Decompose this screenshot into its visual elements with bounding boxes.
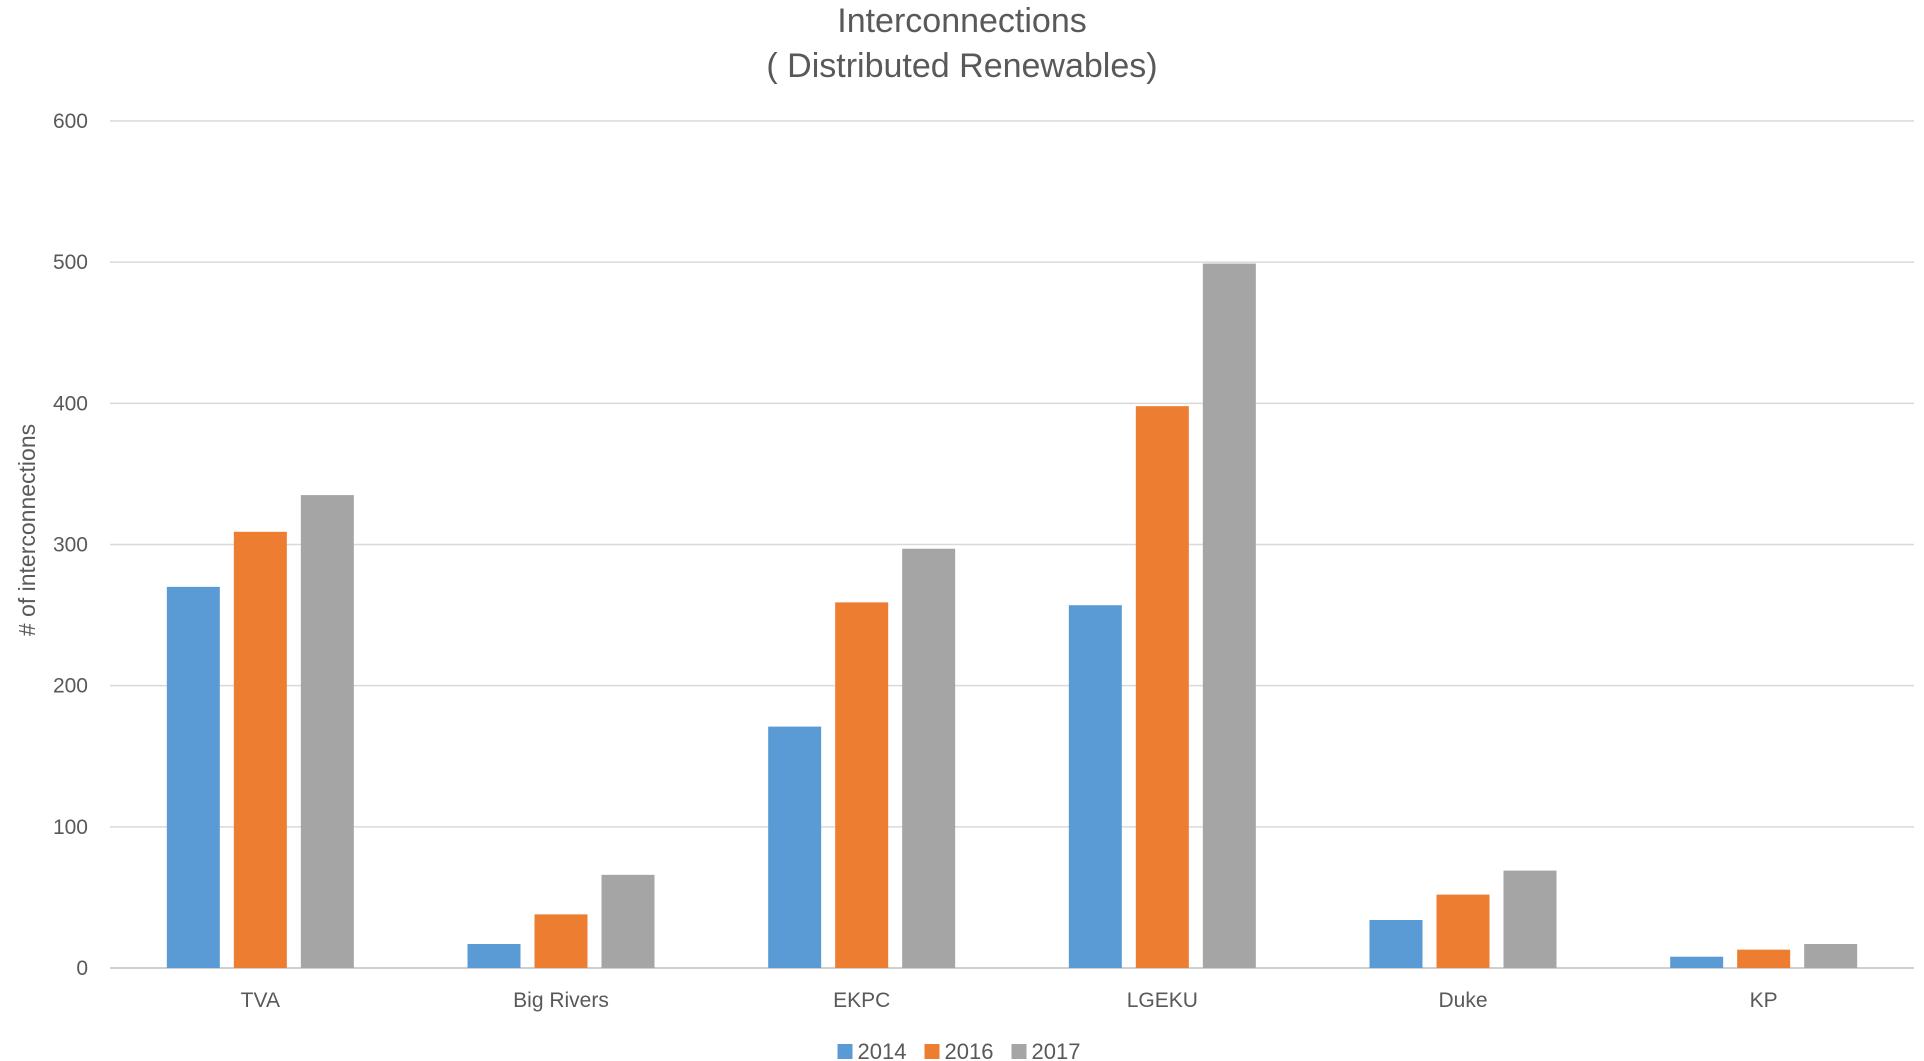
y-tick-label: 500 <box>53 251 88 274</box>
bar-kp-2016 <box>1737 949 1791 968</box>
bar-lgeku-2014 <box>1068 605 1122 968</box>
bar-tva-2014 <box>166 586 220 968</box>
x-tick-label: Big Rivers <box>513 989 609 1012</box>
bar-ekpc-2016 <box>835 602 889 968</box>
legend-swatch-2017 <box>1011 1044 1027 1059</box>
legend-swatch-2016 <box>924 1044 940 1059</box>
bar-lgeku-2017 <box>1202 263 1256 968</box>
bar-big-rivers-2017 <box>601 874 655 968</box>
legend-label-2017: 2017 <box>1032 1039 1081 1061</box>
x-tick-label: TVA <box>241 989 280 1012</box>
y-tick-label: 100 <box>53 816 88 839</box>
bar-kp-2017 <box>1804 944 1858 968</box>
bar-ekpc-2014 <box>768 726 822 968</box>
legend-label-2014: 2014 <box>858 1039 907 1061</box>
chart-title-line-1: Interconnections <box>837 2 1087 40</box>
legend-label-2016: 2016 <box>945 1039 994 1061</box>
bar-duke-2014 <box>1369 920 1423 968</box>
y-tick-label: 0 <box>76 957 88 980</box>
bar-ekpc-2017 <box>902 548 956 968</box>
legend: 2014 2016 2017 <box>837 1039 1081 1061</box>
y-axis-ticks: 0 100 200 300 400 500 600 <box>53 110 88 980</box>
x-tick-label: EKPC <box>833 989 890 1012</box>
x-axis-ticks: TVA Big Rivers EKPC LGEKU Duke KP <box>241 989 1778 1012</box>
bars <box>166 263 1858 968</box>
bar-big-rivers-2014 <box>467 944 521 968</box>
gridlines <box>110 120 1914 969</box>
bar-tva-2017 <box>300 495 354 968</box>
bar-duke-2016 <box>1436 894 1490 968</box>
legend-swatch-2014 <box>837 1044 853 1059</box>
x-tick-label: Duke <box>1438 989 1487 1012</box>
y-tick-label: 200 <box>53 675 88 698</box>
x-tick-label: KP <box>1750 989 1778 1012</box>
bar-tva-2016 <box>233 531 287 968</box>
y-tick-label: 400 <box>53 392 88 415</box>
y-axis-title: # of interconnections <box>14 424 40 636</box>
bar-big-rivers-2016 <box>534 914 588 968</box>
y-tick-label: 600 <box>53 110 88 133</box>
bar-duke-2017 <box>1503 870 1557 968</box>
y-tick-label: 300 <box>53 534 88 557</box>
bar-lgeku-2016 <box>1135 406 1189 968</box>
bar-kp-2014 <box>1670 956 1724 968</box>
x-tick-label: LGEKU <box>1127 989 1198 1012</box>
chart-title-line-2: ( Distributed Renewables) <box>766 47 1157 85</box>
